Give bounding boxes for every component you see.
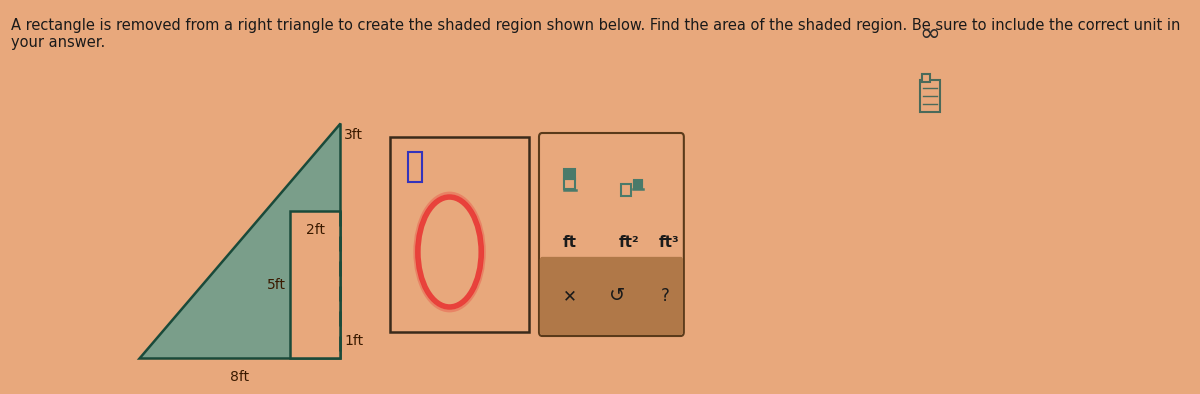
FancyBboxPatch shape: [540, 257, 683, 335]
Text: 1ft: 1ft: [344, 334, 364, 348]
Text: 8ft: 8ft: [230, 370, 248, 384]
Bar: [634, 181, 642, 189]
Text: 2ft: 2ft: [306, 223, 325, 237]
Bar: [922, 74, 930, 82]
Text: ft²: ft²: [619, 234, 640, 249]
Bar: [408, 152, 422, 182]
Text: 5ft: 5ft: [266, 277, 286, 292]
Text: 3ft: 3ft: [344, 128, 364, 142]
Text: ft: ft: [563, 234, 577, 249]
Text: ?: ?: [660, 287, 670, 305]
Bar: [290, 211, 341, 358]
Text: ✕: ✕: [563, 287, 577, 305]
Text: A rectangle is removed from a right triangle to create the shaded region shown b: A rectangle is removed from a right tria…: [11, 18, 1181, 50]
Bar: [564, 169, 576, 179]
Text: ft³: ft³: [659, 234, 679, 249]
Bar: [622, 184, 631, 196]
FancyBboxPatch shape: [539, 133, 684, 336]
Bar: [919, 80, 941, 112]
Polygon shape: [138, 123, 341, 358]
Text: ↺: ↺: [610, 286, 625, 305]
Bar: [564, 179, 576, 189]
Bar: [634, 180, 642, 188]
Bar: [390, 137, 529, 332]
Text: ∞: ∞: [919, 22, 941, 46]
